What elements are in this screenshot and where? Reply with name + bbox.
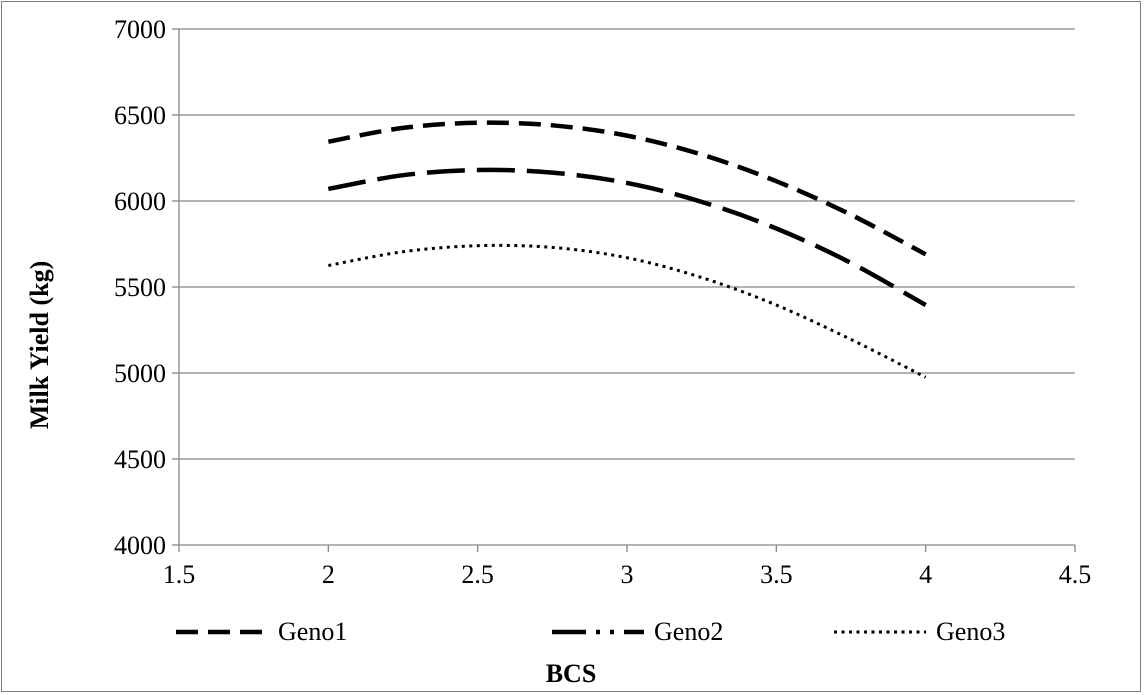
x-tick-label: 3: [621, 560, 634, 589]
legend-label-geno2: Geno2: [654, 617, 723, 646]
series-line-geno2: [327, 167, 927, 308]
gridlines: [179, 28, 1075, 460]
x-tick-label: 4.5: [1059, 560, 1092, 589]
series-lines: [327, 120, 927, 379]
y-tick-label: 6500: [114, 101, 166, 130]
x-tick-label: 2: [322, 560, 335, 589]
axes: [172, 28, 1076, 552]
x-tick-label: 4: [919, 560, 932, 589]
y-axis-title: Milk Yield (kg): [25, 261, 54, 430]
y-tick-label: 7000: [114, 15, 166, 44]
series-line-geno1: [327, 120, 927, 257]
y-tick-label: 5000: [114, 359, 166, 388]
x-tick-label: 3.5: [760, 560, 793, 589]
y-tick-label: 5500: [114, 273, 166, 302]
x-tick-label: 2.5: [461, 560, 494, 589]
y-tick-label: 4000: [114, 531, 166, 560]
x-tick-labels: 1.5 2 2.5 3 3.5 4 4.5: [163, 560, 1092, 589]
x-tick-label: 1.5: [163, 560, 196, 589]
y-tick-label: 4500: [114, 445, 166, 474]
legend: Geno1 Geno2 Geno3: [176, 617, 1005, 646]
legend-label-geno3: Geno3: [936, 617, 1005, 646]
y-tick-label: 6000: [114, 187, 166, 216]
x-axis-title: BCS: [546, 659, 597, 688]
legend-label-geno1: Geno1: [278, 617, 347, 646]
y-tick-labels: 4000 4500 5000 5500 6000 6500 7000: [114, 15, 166, 560]
series-line-geno3: [328, 243, 927, 379]
